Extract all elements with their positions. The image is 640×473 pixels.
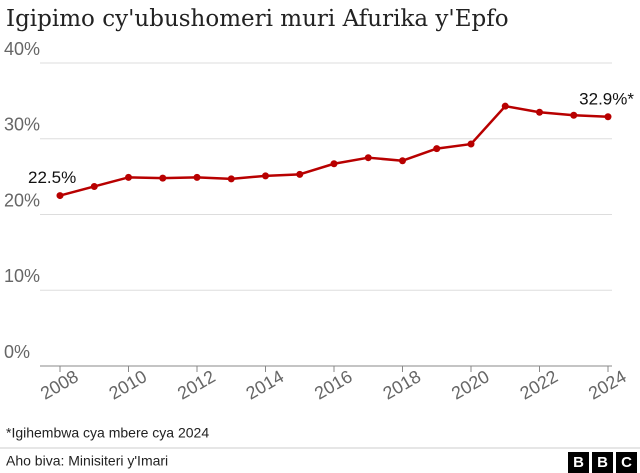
point (364, 154, 372, 162)
point (501, 102, 509, 110)
point (570, 111, 578, 119)
x-tick-label: 2024 (585, 366, 630, 403)
y-tick-label: 10% (4, 266, 40, 286)
logo-box (616, 452, 637, 473)
point (433, 145, 441, 153)
data-label: 22.5% (28, 168, 76, 187)
point (262, 172, 269, 180)
footnote: *Igihembwa cya mbere cya 2024 (6, 425, 209, 441)
source: Aho biva: Minisiteri y'Imari (6, 453, 168, 469)
point (536, 108, 543, 116)
point (159, 174, 167, 182)
chart-title: Igipimo cy'ubushomeri muri Afurika y'Epf… (6, 6, 509, 32)
point (604, 113, 612, 121)
point (125, 173, 132, 181)
data-label: 32.9%* (579, 89, 634, 108)
point (399, 157, 406, 165)
point (227, 175, 235, 183)
logo-letter: C (621, 454, 632, 471)
y-tick-label: 30% (4, 115, 40, 135)
x-tick-label: 2012 (174, 366, 219, 403)
point (193, 173, 201, 181)
x-tick-label: 2018 (380, 366, 425, 403)
x-tick-label: 2008 (37, 366, 82, 403)
x-tick-label: 2022 (517, 366, 562, 403)
point (90, 182, 98, 190)
point (330, 160, 338, 168)
x-tick-label: 2010 (106, 366, 151, 403)
logo-box (592, 452, 613, 473)
point (296, 170, 304, 178)
y-tick-label: 0% (4, 342, 30, 362)
x-tick-label: 2020 (448, 366, 493, 403)
y-tick-label: 20% (4, 190, 40, 210)
y-tick-label: 40% (4, 39, 40, 59)
logo-letter: B (597, 454, 608, 471)
point (56, 192, 64, 200)
line (59, 104, 609, 197)
point (467, 140, 475, 148)
x-tick-label: 2016 (311, 366, 356, 403)
x-tick-label: 2014 (243, 366, 288, 403)
logo-letter: B (573, 454, 584, 471)
logo-box (568, 452, 589, 473)
